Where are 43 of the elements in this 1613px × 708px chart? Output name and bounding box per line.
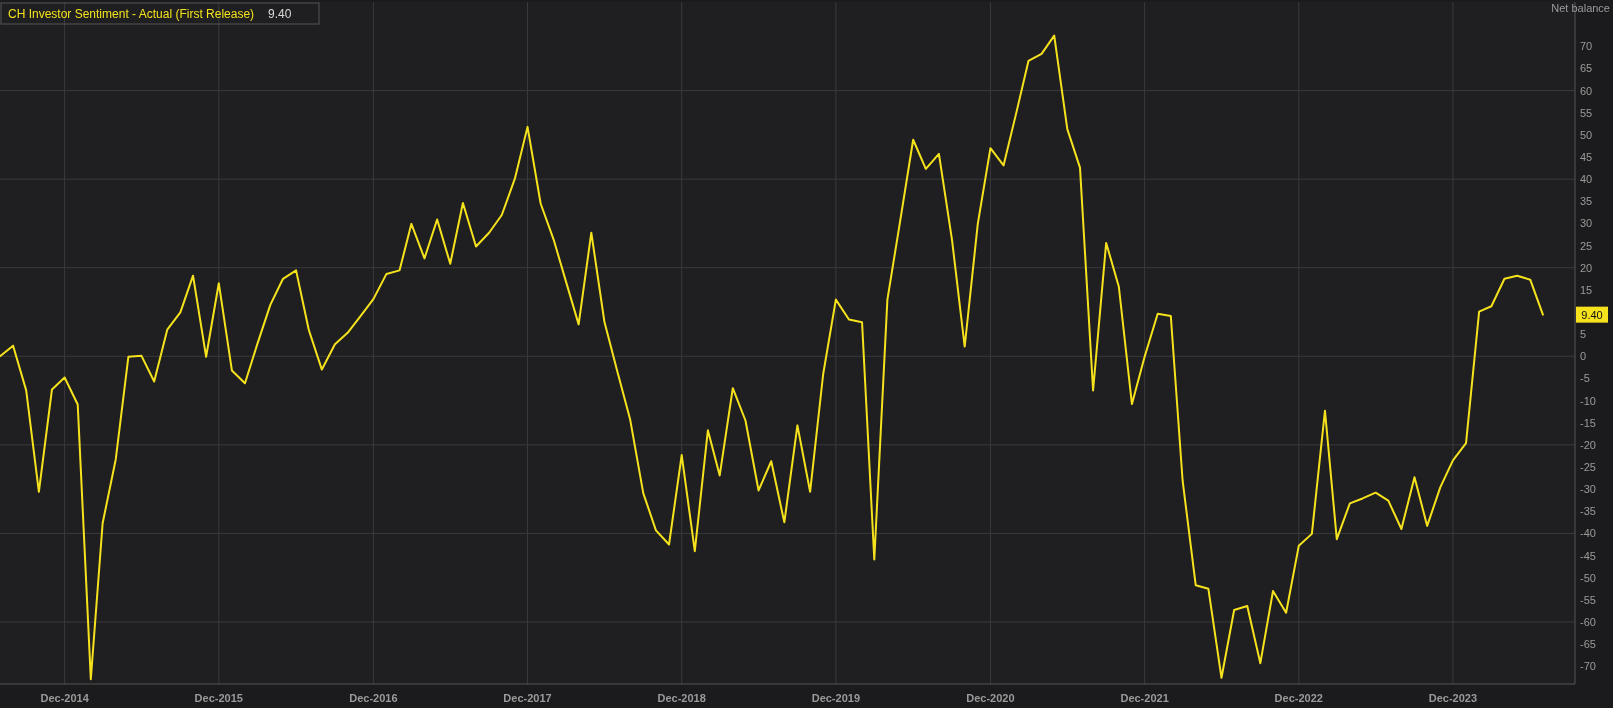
y-tick-label: -5	[1580, 372, 1590, 385]
y-tick-label: -65	[1580, 638, 1596, 651]
x-tick-label: Dec-2019	[811, 692, 861, 704]
y-tick-label: 55	[1580, 106, 1593, 119]
x-tick-label: Dec-2018	[657, 692, 706, 704]
y-tick-label: -30	[1580, 483, 1596, 496]
y-tick-label: 60	[1580, 84, 1593, 97]
y-tick-label: 70	[1580, 40, 1593, 53]
y-tick-label: -20	[1580, 438, 1596, 451]
y-tick-label: 25	[1580, 239, 1593, 252]
text: CH Investor Sentiment - Actual (First Release)	[8, 7, 255, 21]
y-tick-label: 20	[1580, 261, 1593, 274]
line-series	[0, 34, 1544, 681]
x-tick-label: Dec-2022	[1274, 692, 1323, 704]
y-tick-label: 5	[1580, 328, 1587, 341]
x-tick-label: Dec-2023	[1428, 692, 1478, 704]
y-tick-label: -70	[1580, 660, 1596, 673]
x-tick-label: Dec-2020	[966, 692, 1015, 704]
y-tick-label: -60	[1580, 616, 1596, 628]
y-axis-title: Net balance	[1551, 2, 1610, 14]
y-tick-label: -50	[1580, 571, 1596, 584]
y-tick-label: 50	[1580, 128, 1593, 141]
x-tick-label: Dec-2016	[349, 692, 398, 704]
y-tick-label: -40	[1580, 527, 1596, 540]
y-tick-label: 30	[1580, 217, 1593, 230]
y-tick-label: 65	[1580, 62, 1593, 75]
y-tick-label: 35	[1580, 195, 1593, 208]
y-tick-label: -10	[1580, 394, 1596, 407]
y-tick-label: -25	[1580, 461, 1596, 473]
annotation: 9.40	[268, 7, 292, 21]
y-tick-label: 15	[1580, 283, 1593, 296]
x-tick-label: Dec-2021	[1120, 692, 1169, 704]
y-tick-label: 40	[1580, 173, 1593, 186]
y-tick-label: -35	[1580, 505, 1596, 518]
x-tick-label: Dec-2015	[194, 692, 243, 704]
y-tick-label: -45	[1580, 549, 1596, 562]
y-tick-label: -15	[1580, 416, 1596, 429]
y-tick-label: -55	[1580, 593, 1596, 606]
y-tick-label: 45	[1580, 151, 1593, 163]
text: 9.40	[1581, 308, 1603, 321]
x-tick-label: Dec-2017	[503, 692, 552, 704]
y-tick-label: 0	[1580, 350, 1587, 363]
x-tick-label: Dec-2014	[40, 692, 90, 704]
